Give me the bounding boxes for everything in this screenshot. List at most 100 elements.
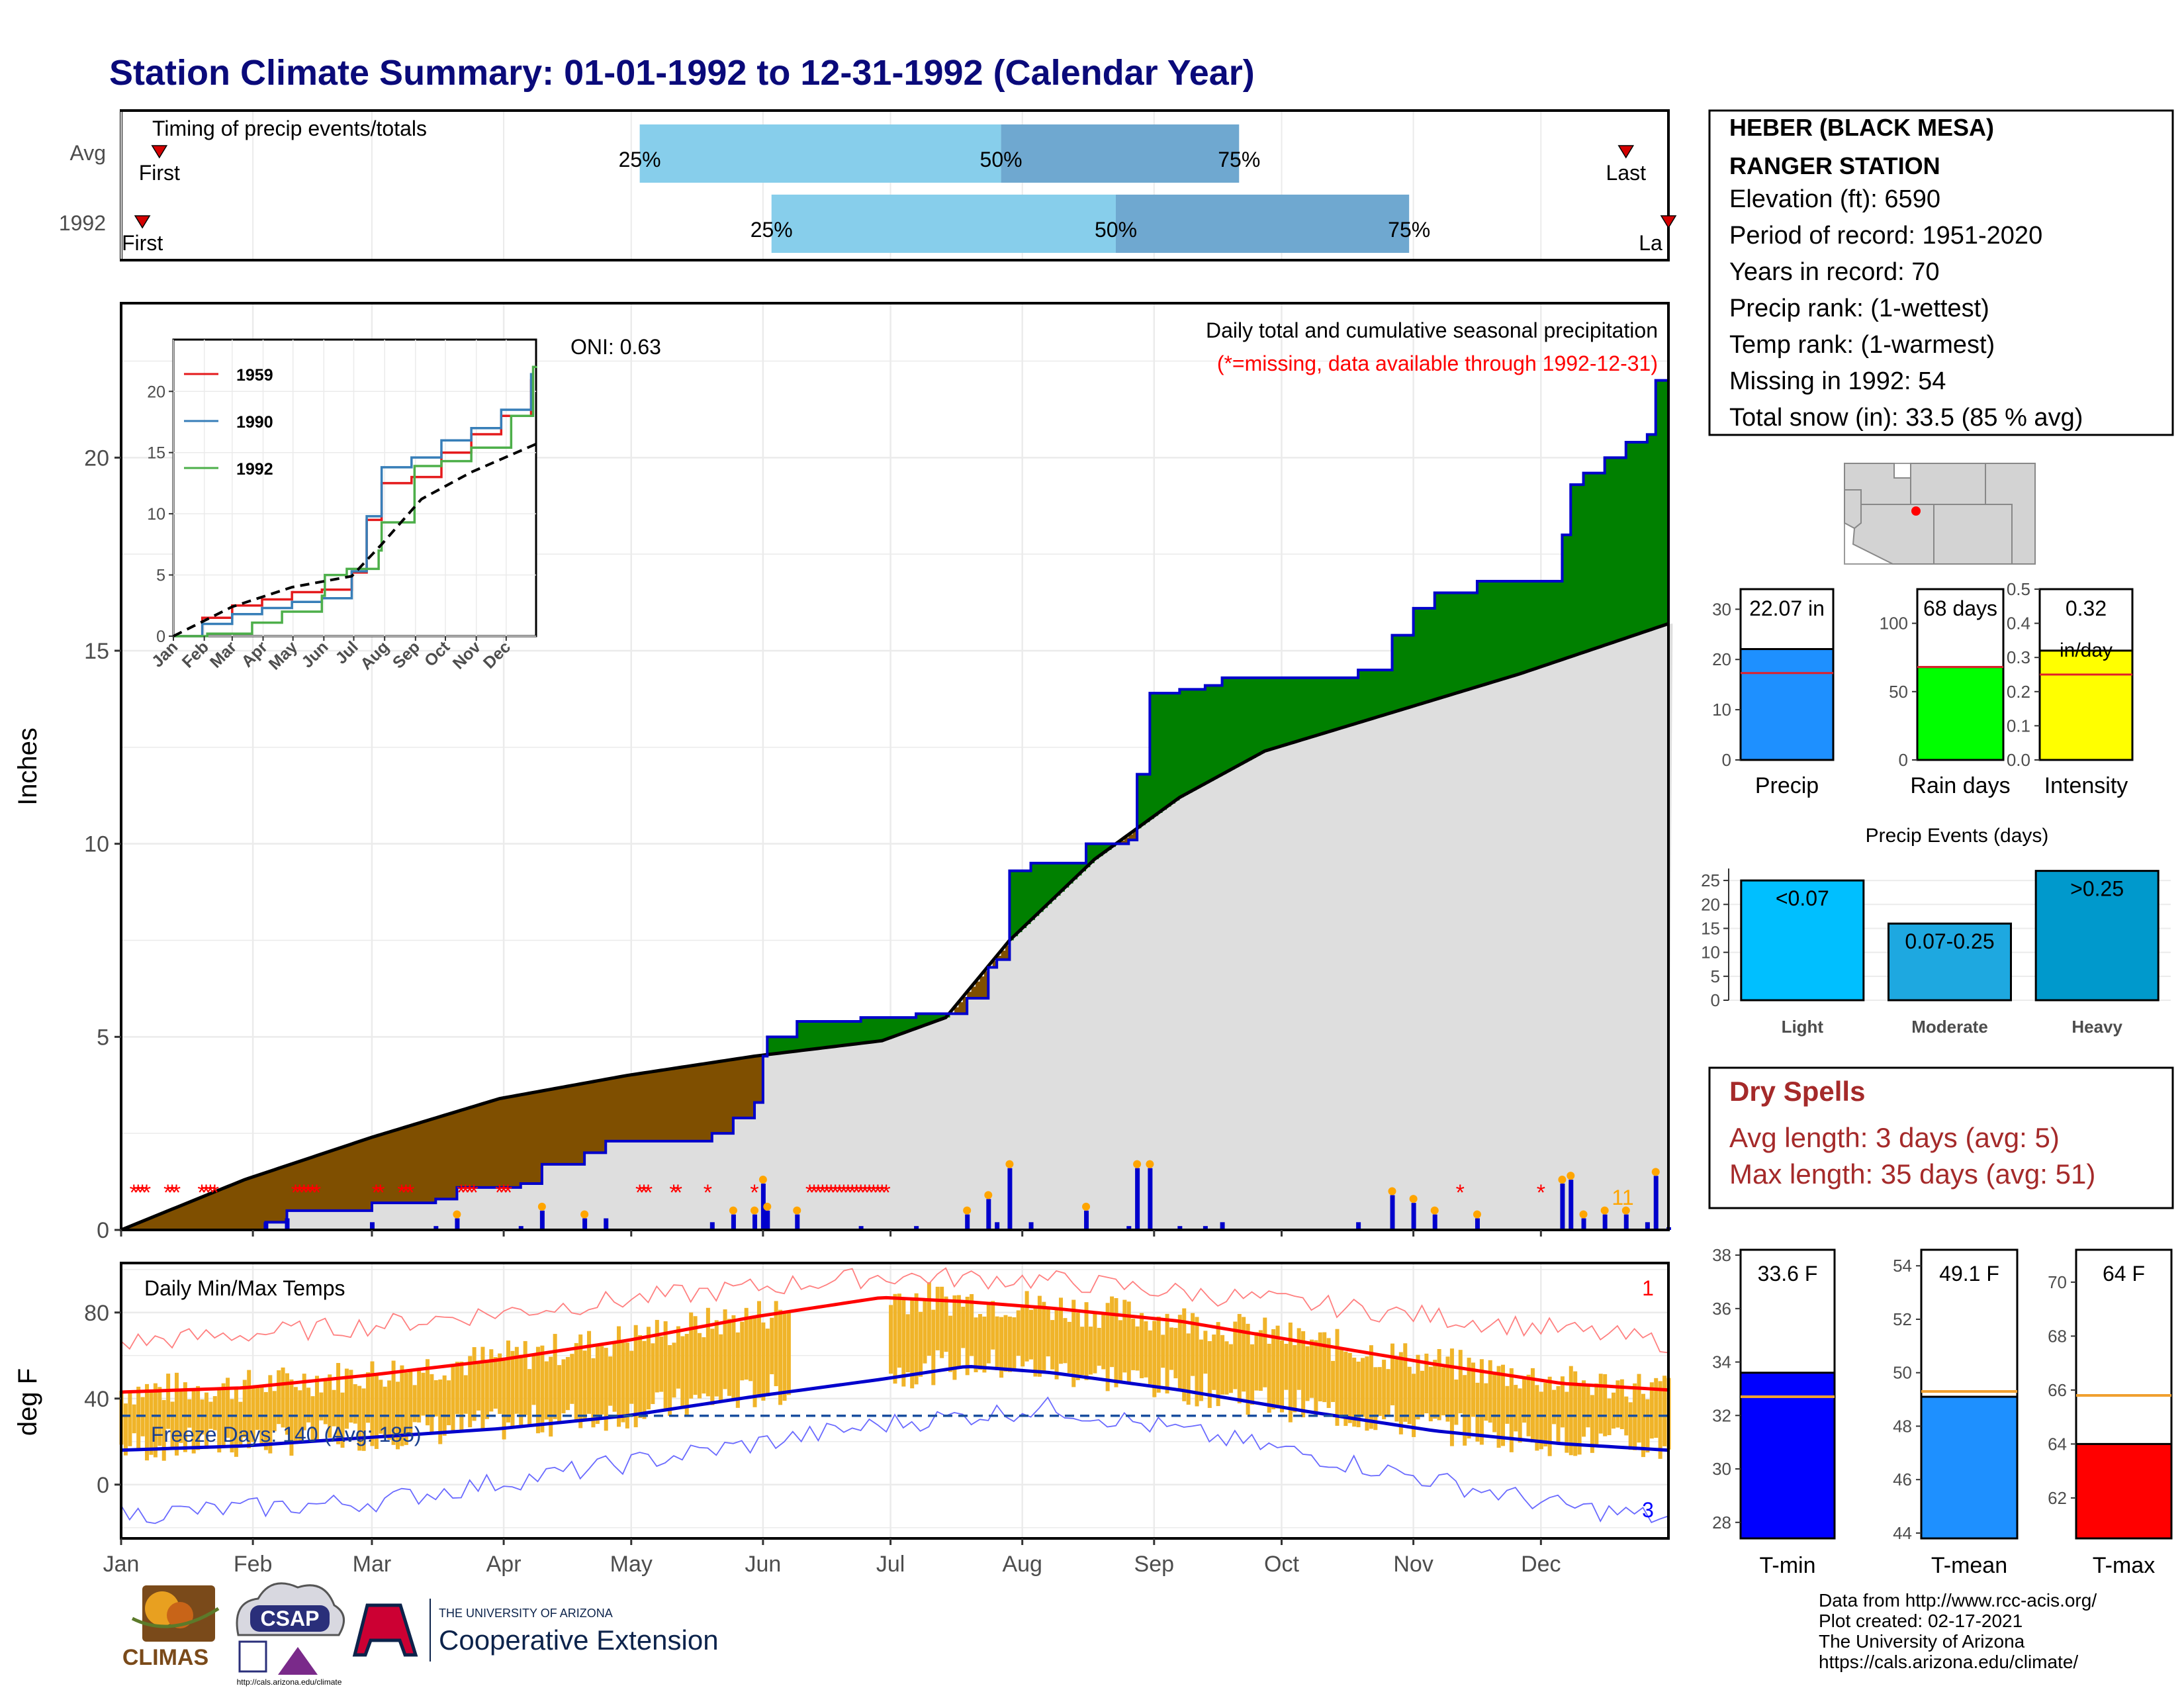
temp-daily-bar-346: [1586, 1385, 1590, 1427]
temp-summary-tick-label-0-2: 32: [1712, 1405, 1731, 1425]
locator-map: [1844, 463, 2035, 564]
mini-chart-label-1: Rain days: [1910, 773, 2010, 798]
temp-summary-tick-label-0-0: 28: [1712, 1513, 1731, 1532]
temp-daily-bar-237: [1122, 1300, 1126, 1373]
station-precip-rank: Precip rank: (1-wettest): [1729, 295, 1989, 322]
temp-daily-bar-49: [324, 1380, 328, 1425]
temp-daily-bar-285: [1327, 1338, 1331, 1408]
mini-chart-label-2: Intensity: [2044, 773, 2128, 798]
precip-count-label: 11: [1612, 1186, 1633, 1209]
temp-summary-tick-label-1-3: 50: [1893, 1363, 1912, 1383]
precip-heavy-marker-25: [1133, 1160, 1141, 1168]
mini-chart-tick-label-0-2: 20: [1712, 649, 1731, 669]
temp-daily-bar-105: [562, 1359, 566, 1413]
temperature-summary-bars: 33.6 F 28 30 32 34 36 38 T-min 49.1 F 44 46 48 50 52 5…: [1712, 1245, 2171, 1578]
temp-daily-bar-326: [1501, 1365, 1505, 1446]
temp-daily-bar-231: [1097, 1328, 1101, 1366]
temp-daily-bar-316: [1459, 1350, 1463, 1413]
temp-daily-bar-228: [1085, 1302, 1089, 1380]
temp-daily-bar-71: [417, 1370, 421, 1423]
inset-ytick-label-3: 15: [147, 444, 165, 463]
precip-missing-marker-56: *: [1537, 1180, 1545, 1205]
precip-missing-marker-21: *: [406, 1180, 414, 1205]
precip-heavy-marker-35: [1431, 1207, 1439, 1215]
temp-daily-bar-202: [974, 1317, 978, 1372]
summary-bar-charts: 22.07 in 0 10 20 30 Precip 68 days 0 50 100 Rain d…: [1712, 579, 2132, 798]
temp-xtick-label-8: Sep: [1134, 1552, 1175, 1577]
precip-missing-marker-10: *: [210, 1180, 219, 1205]
temp-daily-bar-323: [1488, 1360, 1492, 1423]
temp-title: Daily Min/Max Temps: [144, 1276, 345, 1300]
mini-chart-value-label-2: 0.32: [2066, 596, 2107, 620]
temp-daily-bar-247: [1165, 1314, 1169, 1393]
mini-chart-tick-label-2-5: 0.5: [2007, 579, 2030, 599]
inset-legend-1959: 1959: [236, 366, 273, 385]
temp-daily-bar-127: [655, 1320, 659, 1392]
events-bar-label-1: 0.07-0.25: [1905, 929, 1994, 953]
precip-missing-marker-35: *: [750, 1180, 758, 1205]
mini-chart-tick-label-0-1: 10: [1712, 700, 1731, 720]
events-category-label-0: Light: [1782, 1017, 1824, 1037]
station-location-dot: [1911, 506, 1921, 516]
temp-daily-bar-152: [761, 1323, 765, 1401]
temp-daily-bar-349: [1599, 1374, 1603, 1433]
temp-daily-bar-139: [706, 1308, 710, 1397]
temp-daily-bar-213: [1021, 1305, 1024, 1366]
mini-chart-tick-label-1-2: 100: [1880, 614, 1908, 633]
temp-daily-bar-212: [1017, 1311, 1021, 1356]
temp-daily-bar-149: [749, 1317, 752, 1381]
station-name-line1: HEBER (BLACK MESA): [1729, 114, 1994, 141]
temp-daily-bar-234: [1110, 1297, 1114, 1368]
temp-daily-bar-85: [477, 1362, 480, 1411]
precip-ytick-label-0: 0: [97, 1218, 109, 1243]
csap-logo-text: CSAP: [261, 1607, 320, 1630]
temp-daily-bar-267: [1250, 1344, 1254, 1405]
temp-daily-bar-236: [1118, 1320, 1122, 1382]
page-title: Station Climate Summary: 01-01-1992 to 1…: [109, 53, 1255, 93]
temp-summary-label-0: T-min: [1760, 1553, 1816, 1578]
events-tick-label-4: 20: [1701, 894, 1720, 914]
temp-daily-bar-241: [1140, 1313, 1144, 1379]
temp-daily-bar-310: [1433, 1360, 1437, 1419]
temp-daily-bar-348: [1594, 1383, 1598, 1445]
temp-xtick-label-9: Oct: [1264, 1552, 1299, 1577]
temp-daily-bar-226: [1076, 1313, 1080, 1380]
temp-daily-bar-329: [1514, 1385, 1518, 1431]
temp-daily-bar-301: [1394, 1359, 1398, 1421]
precip-missing-marker-55: *: [1456, 1180, 1465, 1205]
timing-iqr-lower-1: [772, 195, 1116, 253]
temp-daily-bar-245: [1157, 1317, 1161, 1393]
temp-daily-bar-135: [689, 1313, 693, 1399]
climas-logo: CLIMAS: [122, 1585, 218, 1670]
precip-daily-bar-14: [765, 1211, 770, 1230]
temp-daily-bar-315: [1454, 1380, 1458, 1425]
temp-daily-bar-243: [1148, 1331, 1152, 1384]
precip-heavy-marker-5: [453, 1211, 461, 1219]
credits-line4: https://cals.arizona.edu/climate/: [1819, 1652, 2078, 1672]
temp-daily-bar-336: [1543, 1383, 1547, 1446]
temp-daily-bar-114: [600, 1346, 604, 1415]
precip-daily-bar-26: [1148, 1168, 1152, 1230]
temp-panel: 04080 Jan Feb Mar Apr May Jun Jul Aug Sep Oct Nov D…: [13, 1263, 1671, 1577]
precip-heavy-marker-11: [729, 1207, 737, 1215]
mini-chart-tick-label-1-1: 50: [1889, 682, 1908, 702]
temp-daily-bar-210: [1008, 1317, 1012, 1372]
temp-daily-bar-198: [957, 1295, 961, 1368]
temp-daily-bar-145: [731, 1315, 735, 1400]
temp-daily-bar-113: [596, 1344, 600, 1424]
mini-chart-label-0: Precip: [1755, 773, 1819, 798]
temp-daily-bar-309: [1429, 1367, 1433, 1421]
precip-heavy-marker-15: [793, 1207, 801, 1215]
temp-daily-bar-196: [948, 1316, 952, 1372]
temp-daily-bar-82: [464, 1375, 468, 1413]
temp-ytick-label-0: 0: [97, 1473, 109, 1498]
temp-daily-bar-290: [1348, 1353, 1352, 1423]
precip-daily-bar-41: [1603, 1215, 1608, 1230]
events-bar-label-0: <0.07: [1776, 886, 1829, 910]
precip-daily-bar-15: [795, 1215, 799, 1230]
temp-daily-bar-270: [1263, 1317, 1267, 1387]
temp-daily-bar-110: [583, 1350, 587, 1419]
precip-daily-bar-25: [1135, 1168, 1140, 1230]
temp-daily-bar-246: [1161, 1335, 1165, 1368]
temp-daily-bar-257: [1208, 1341, 1212, 1408]
